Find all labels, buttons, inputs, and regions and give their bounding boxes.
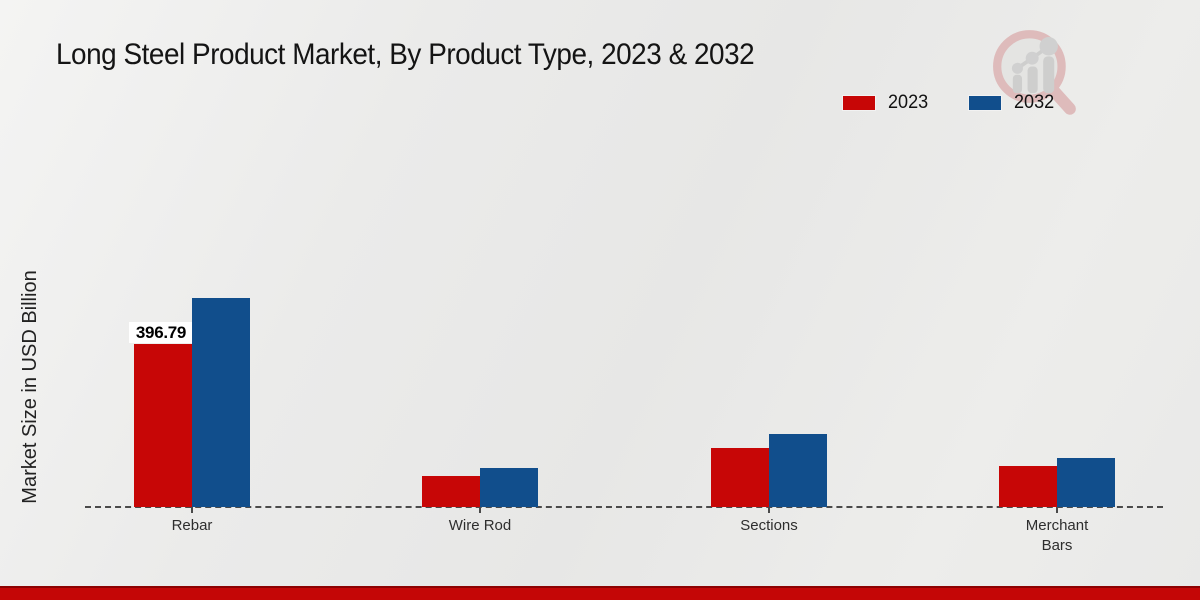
bar-2023-rebar: 396.79	[129, 322, 193, 507]
bar-2032-merchant-bars	[1057, 458, 1115, 507]
bar-group-rebar: 396.79	[129, 298, 250, 507]
x-axis-tick-merchant-bars	[1056, 507, 1058, 513]
magnifier-bar-chart-logo-icon	[993, 30, 1076, 115]
x-axis-baseline	[85, 506, 1163, 508]
x-axis-tick-sections	[768, 507, 770, 513]
bar-2032-wire-rod	[480, 468, 538, 507]
legend-label-2023: 2023	[888, 92, 929, 113]
bar-2023-merchant-bars	[999, 466, 1057, 507]
legend-swatch-2023	[842, 95, 876, 111]
x-axis-tick-rebar	[191, 507, 193, 513]
x-axis-label-sections: Sections	[740, 517, 798, 534]
legend: 2023 2032	[842, 92, 1057, 114]
footer-accent-bar	[0, 586, 1200, 600]
legend-label-2032: 2032	[1014, 92, 1055, 113]
x-axis-tick-wire-rod	[479, 507, 481, 513]
x-axis-label-merchant-bars: Merchant Bars	[1025, 517, 1089, 555]
legend-swatch-2032	[968, 95, 1003, 111]
bar-2032-sections	[769, 434, 827, 507]
x-axis-label-wire-rod: Wire Rod	[448, 517, 512, 534]
legend-item-2032: 2032	[968, 92, 1056, 114]
bar-group-sections	[711, 434, 827, 507]
page-title: Long Steel Product Market, By Product Ty…	[56, 38, 755, 71]
y-axis-title: Market Size in USD Billion	[19, 270, 41, 504]
bar-value-label-2023-rebar: 396.79	[129, 322, 193, 343]
plot-area: 396.79 Rebar Wire Rod Sections Merchant Bars	[85, 120, 1163, 554]
bar-2023-sections	[711, 448, 769, 507]
bar-group-merchant-bars	[999, 458, 1115, 507]
bar-2023-wire-rod	[422, 476, 480, 507]
bar-group-wire-rod	[422, 468, 538, 507]
x-axis-label-rebar: Rebar	[171, 517, 213, 534]
legend-item-2023: 2023	[842, 92, 930, 114]
bar-2032-rebar	[192, 298, 250, 507]
